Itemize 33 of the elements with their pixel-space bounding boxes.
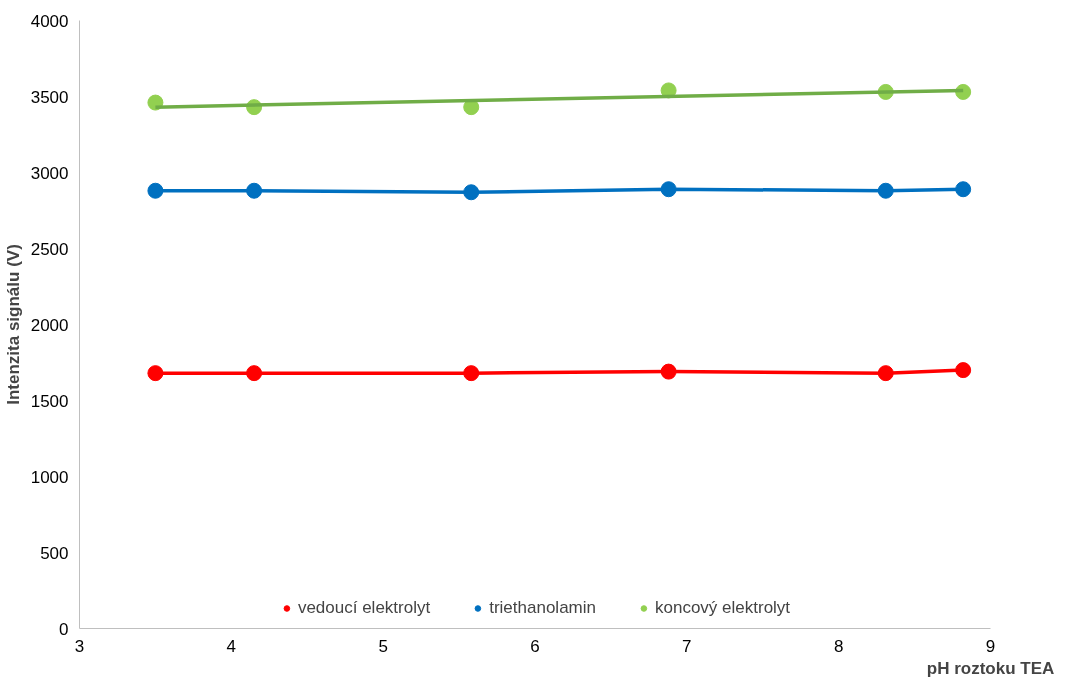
legend-label: vedoucí elektrolyt	[297, 598, 431, 618]
y-tick-label: 2000	[30, 315, 69, 335]
x-tick-label: 4	[226, 636, 237, 656]
legend-label: koncový elektrolyt	[654, 598, 791, 618]
point	[955, 181, 972, 198]
y-axis-title: Intenzita signálu (V)	[3, 244, 23, 405]
point	[246, 182, 263, 199]
x-axis-title: pH roztoku TEA	[926, 658, 1055, 678]
point	[877, 365, 894, 382]
x-tick-label: 9	[985, 636, 996, 656]
point	[246, 365, 263, 382]
y-tick-label: 4000	[30, 11, 69, 31]
point	[463, 365, 480, 382]
point	[147, 182, 164, 199]
y-tick-label: 2500	[30, 239, 69, 259]
x-tick-label: 3	[74, 636, 85, 656]
x-tick-label: 5	[378, 636, 388, 656]
point	[877, 182, 894, 199]
legend-label: triethanolamin	[489, 598, 596, 618]
y-tick-label: 3000	[30, 163, 69, 183]
point	[147, 365, 164, 382]
y-tick-label: 1000	[30, 467, 69, 487]
point	[660, 181, 677, 198]
x-tick-label: 6	[530, 636, 540, 656]
point	[463, 184, 480, 201]
x-tick-label: 7	[682, 636, 692, 656]
point	[660, 363, 677, 380]
x-tick-label: 8	[833, 636, 844, 656]
y-tick-label: 3500	[30, 87, 69, 107]
y-tick-label: 1500	[30, 391, 69, 411]
point	[955, 362, 972, 379]
y-tick-label: 500	[40, 543, 69, 563]
y-tick-label: 0	[59, 619, 69, 639]
